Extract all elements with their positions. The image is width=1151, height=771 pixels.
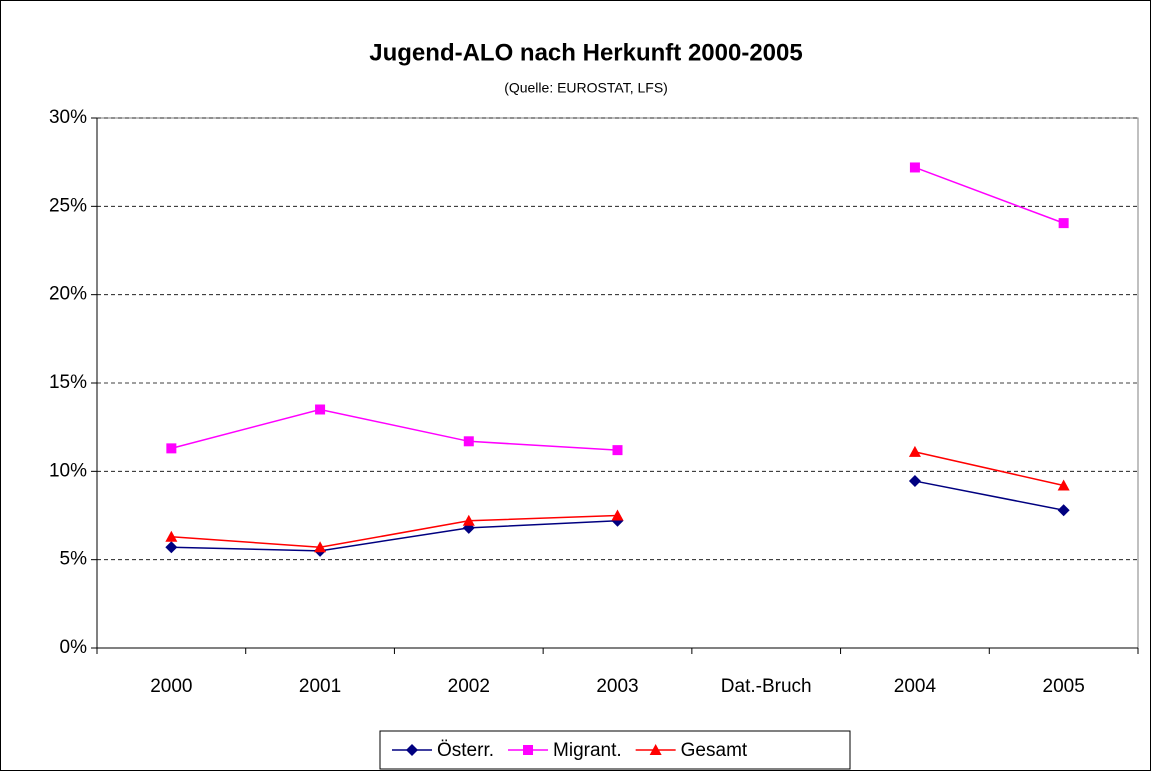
y-tick-label: 5% <box>60 549 88 570</box>
y-tick-label: 20% <box>49 284 87 305</box>
data-point <box>908 445 921 457</box>
data-point <box>908 475 921 488</box>
data-point <box>463 436 474 447</box>
series-line <box>171 480 1064 552</box>
x-tick-label: 2005 <box>1043 676 1085 697</box>
y-tick-label: 0% <box>60 637 88 658</box>
x-tick-label: 2002 <box>448 676 490 697</box>
x-tick-label: Dat.-Bruch <box>721 676 812 697</box>
legend: Österr. Migrant. Gesamt <box>379 730 851 770</box>
legend-label: Migrant. <box>553 740 622 761</box>
data-point <box>1057 504 1070 517</box>
data-point <box>1058 218 1069 229</box>
data-point <box>612 445 623 456</box>
y-tick-label: 25% <box>49 195 87 216</box>
y-tick-label: 10% <box>49 460 87 481</box>
series-line <box>171 451 1064 549</box>
data-point <box>909 162 920 173</box>
chart-subtitle: (Quelle: EUROSTAT, LFS) <box>504 80 668 96</box>
x-tick-label: 2004 <box>894 676 937 697</box>
data-point <box>611 509 624 521</box>
data-point <box>165 541 178 554</box>
data-point <box>462 514 475 526</box>
data-point <box>1057 479 1070 491</box>
x-tick-label: 2001 <box>299 676 341 697</box>
y-tick-label: 15% <box>49 372 87 393</box>
legend-marker <box>649 744 662 755</box>
legend-marker <box>523 745 534 755</box>
chart-title: Jugend-ALO nach Herkunft 2000-2005 <box>369 39 802 66</box>
legend-label: Gesamt <box>681 740 748 761</box>
legend-box <box>379 730 851 770</box>
series-line <box>171 166 1064 451</box>
x-tick-label: 2000 <box>150 676 192 697</box>
data-point <box>315 404 326 415</box>
legend-marker <box>406 744 418 756</box>
data-point <box>314 541 327 553</box>
y-tick-label: 30% <box>49 107 87 128</box>
data-point <box>165 530 178 542</box>
x-tick-label: 2003 <box>596 676 638 697</box>
data-point <box>166 443 177 454</box>
legend-label: Österr. <box>437 740 494 761</box>
